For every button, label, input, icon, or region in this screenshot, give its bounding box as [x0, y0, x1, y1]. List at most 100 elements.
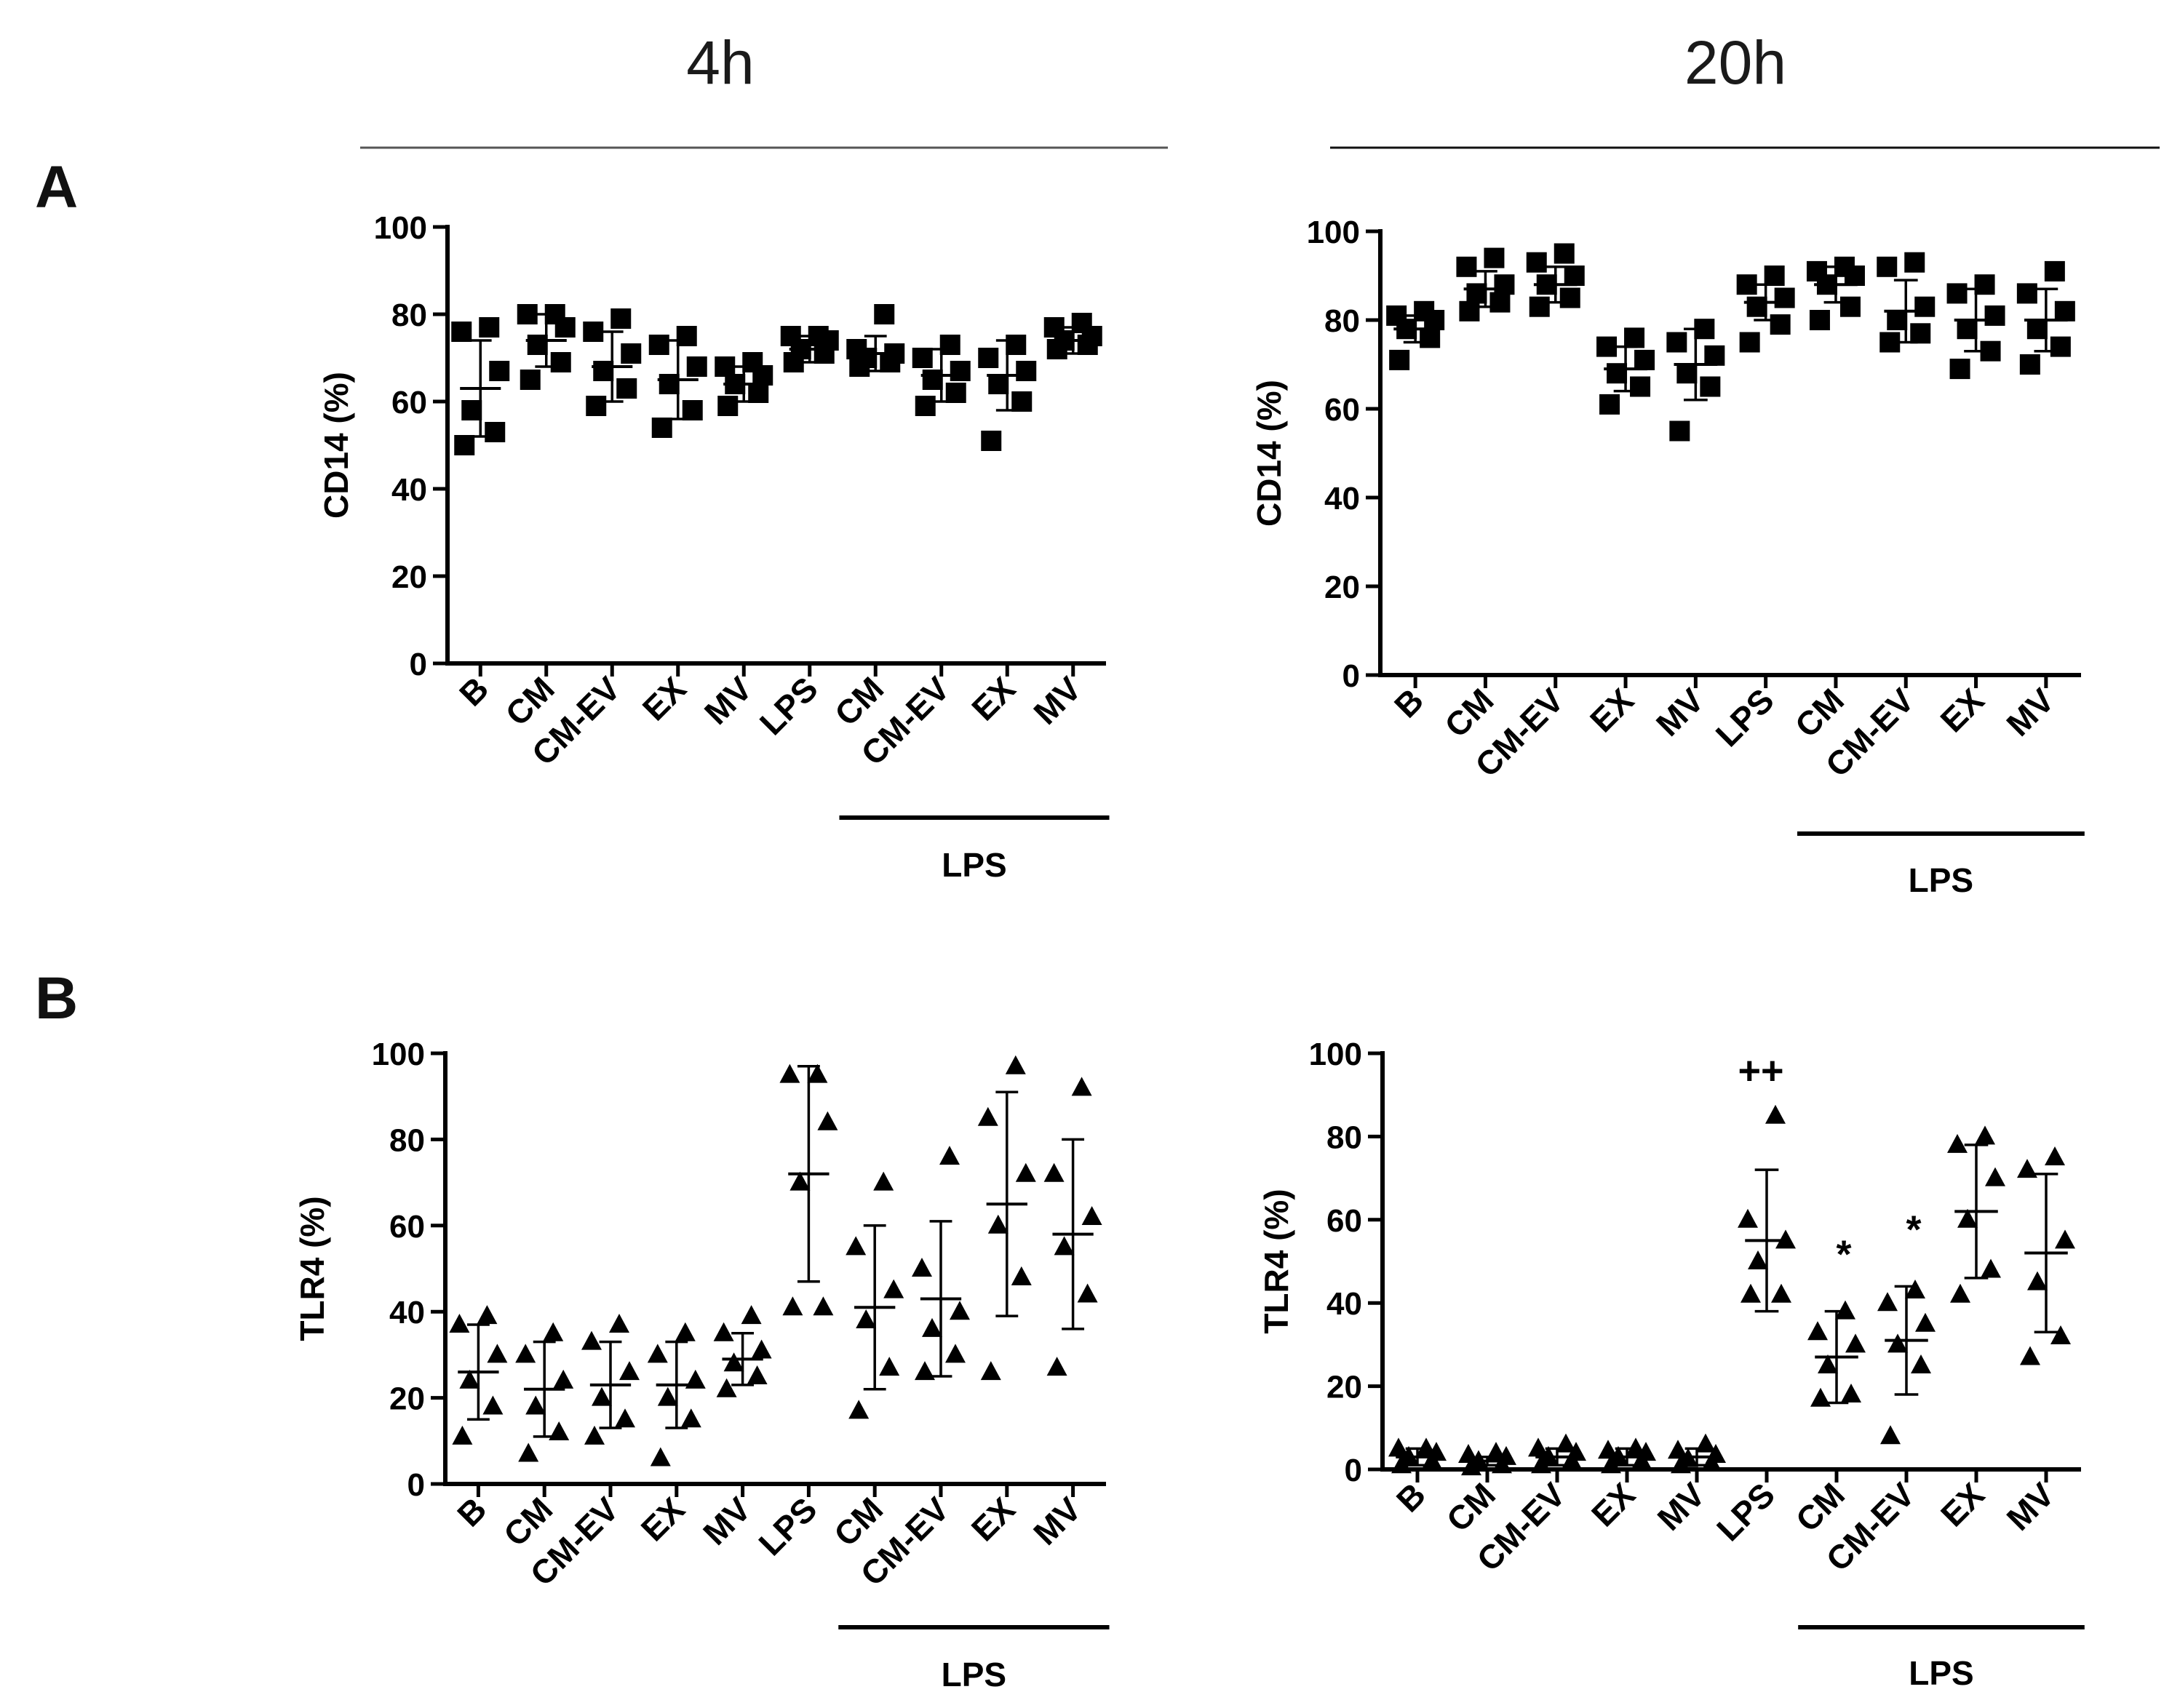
category-label-ex: EX — [634, 1490, 692, 1548]
data-point — [1528, 1437, 1548, 1457]
data-point — [615, 1408, 635, 1428]
data-point — [717, 396, 739, 416]
data-point — [883, 1279, 904, 1298]
category-label-mv: MV — [1999, 681, 2061, 743]
category-label-mv: MV — [2000, 1475, 2062, 1538]
data-point — [846, 339, 867, 359]
data-point — [1669, 420, 1690, 442]
group-label-lps: LPS — [942, 1656, 1006, 1693]
data-point — [747, 1365, 768, 1384]
data-point — [1494, 274, 1515, 295]
data-point — [1974, 274, 1995, 295]
column-title-4h: 4h — [686, 28, 754, 97]
data-point — [1806, 260, 1827, 282]
data-point — [1904, 252, 1925, 273]
data-point — [487, 1344, 508, 1363]
data-point — [874, 304, 895, 324]
data-point — [1484, 247, 1505, 268]
data-point — [1957, 1208, 1978, 1228]
data-point — [2016, 283, 2037, 304]
group-label-lps: LPS — [942, 846, 1006, 884]
data-point — [1910, 323, 1931, 344]
data-point — [1700, 376, 1721, 397]
data-point — [817, 1111, 838, 1130]
data-point — [1835, 1300, 1855, 1320]
data-point — [1771, 1283, 1791, 1303]
data-point — [593, 361, 614, 381]
data-point — [518, 1442, 539, 1462]
data-point — [515, 1344, 536, 1363]
data-point — [1598, 1440, 1618, 1459]
data-point — [686, 356, 707, 377]
data-point — [1676, 363, 1698, 384]
data-point — [1630, 376, 1651, 397]
data-point — [1746, 296, 1767, 317]
data-point — [592, 1386, 612, 1406]
data-point — [723, 1352, 744, 1372]
column-title-20h: 20h — [1684, 28, 1786, 97]
data-point — [675, 1322, 696, 1341]
data-point — [912, 1258, 932, 1277]
data-point — [682, 400, 703, 420]
data-point — [716, 1378, 737, 1397]
data-point — [1456, 256, 1477, 277]
category-label-mv: MV — [1026, 669, 1089, 732]
data-point — [780, 326, 801, 346]
y-tick-label: 80 — [1326, 1120, 1362, 1155]
data-point — [2020, 1346, 2040, 1365]
data-point — [1054, 1236, 1075, 1256]
category-label-mv: MV — [1026, 1490, 1089, 1552]
data-point — [939, 335, 960, 355]
data-point — [1839, 296, 1861, 317]
data-point — [459, 1369, 480, 1389]
category-label-mv: MV — [1650, 1475, 1713, 1538]
data-point — [2019, 354, 2040, 375]
data-point — [1765, 1104, 1786, 1124]
data-point — [1459, 300, 1480, 322]
data-point — [657, 1386, 678, 1406]
data-point — [1950, 1283, 1970, 1303]
data-point — [751, 1339, 772, 1359]
y-axis-title: CD14 (%) — [1250, 380, 1288, 527]
data-point — [2055, 1229, 2075, 1249]
data-point — [1880, 1425, 1901, 1445]
data-point — [713, 1322, 734, 1341]
data-point — [939, 1146, 960, 1165]
category-label-b: B — [450, 1490, 493, 1533]
data-point — [648, 335, 669, 355]
data-point — [1006, 335, 1027, 355]
data-point — [980, 1361, 1001, 1381]
data-point — [2054, 300, 2075, 322]
data-point — [807, 1063, 828, 1083]
data-point — [1877, 256, 1898, 277]
data-point — [1764, 266, 1785, 286]
y-tick-label: 80 — [389, 1122, 425, 1158]
y-tick-label: 60 — [391, 385, 427, 420]
panel-letter-a: A — [35, 154, 78, 220]
data-point — [1739, 332, 1760, 353]
data-point — [1559, 287, 1580, 308]
data-point — [1389, 349, 1410, 370]
y-tick-label: 100 — [1309, 1037, 1362, 1072]
y-tick-label: 0 — [407, 1467, 425, 1503]
data-point — [950, 361, 971, 381]
data-point — [715, 356, 736, 377]
category-label-b: B — [1387, 681, 1431, 725]
data-point — [553, 1369, 574, 1389]
data-point — [945, 1344, 966, 1363]
data-point — [950, 1301, 970, 1320]
data-point — [680, 1408, 701, 1428]
y-tick-label: 80 — [1324, 303, 1360, 339]
y-tick-label: 60 — [1326, 1203, 1362, 1239]
category-label-lps: LPS — [752, 669, 825, 742]
data-point — [1985, 1167, 2005, 1186]
y-tick-label: 40 — [1326, 1286, 1362, 1322]
y-tick-label: 100 — [372, 1037, 425, 1072]
data-point — [1414, 300, 1435, 322]
category-label-ex: EX — [1584, 1475, 1642, 1533]
data-point — [1016, 361, 1037, 381]
data-point — [489, 361, 510, 381]
y-tick-label: 20 — [391, 559, 427, 595]
